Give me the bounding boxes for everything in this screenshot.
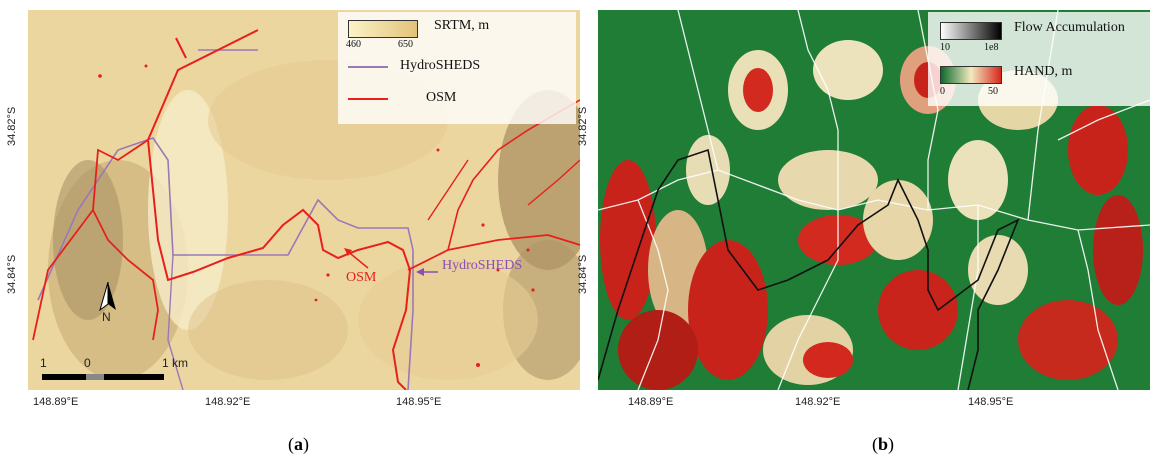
flow-max-label: 1e8	[984, 42, 999, 53]
hand-max-label: 50	[988, 86, 998, 97]
map-panel-a: SRTM, m 460 650 HydroSHEDS OSM OSM Hydro…	[28, 10, 580, 390]
legend-panel-a: SRTM, m 460 650 HydroSHEDS OSM	[338, 12, 576, 124]
osm-legend-label: OSM	[426, 90, 457, 105]
x-tick-b-1: 148.89°E	[628, 396, 674, 408]
hydrosheds-legend-label: HydroSHEDS	[400, 58, 481, 73]
flow-colorbar	[940, 22, 1002, 40]
hand-min-label: 0	[940, 86, 945, 97]
srtm-legend-label: SRTM, m	[434, 18, 490, 33]
north-label: N	[102, 310, 111, 324]
hydrosheds-river	[37, 137, 414, 390]
catchment-boundary	[598, 148, 1020, 390]
y-tick-a-1: 34.82°S	[6, 106, 18, 146]
x-tick-a-2: 148.92°E	[205, 396, 251, 408]
y-tick-a-2: 34.84°S	[6, 254, 18, 294]
hydrosheds-annotation: HydroSHEDS	[442, 258, 523, 273]
x-tick-b-2: 148.92°E	[795, 396, 841, 408]
osm-legend-swatch	[348, 98, 388, 100]
north-arrow-icon	[99, 281, 116, 312]
scale-right-label: 1 km	[162, 356, 189, 370]
osm-river	[146, 29, 412, 390]
caption-b: (b)	[872, 434, 895, 454]
flow-legend-label: Flow Accumulation	[1014, 20, 1125, 35]
caption-a: (a)	[288, 434, 309, 454]
hand-legend-label: HAND, m	[1014, 64, 1073, 79]
x-tick-a-1: 148.89°E	[33, 396, 79, 408]
srtm-colorbar	[348, 20, 418, 38]
hand-map	[598, 10, 1150, 390]
srtm-max-label: 650	[398, 39, 413, 50]
x-tick-a-3: 148.95°E	[396, 396, 442, 408]
hand-colorbar	[940, 66, 1002, 84]
y-tick-b-2: 34.84°S	[577, 254, 589, 294]
x-tick-b-3: 148.95°E	[968, 396, 1014, 408]
srtm-min-label: 460	[346, 39, 361, 50]
scale-bar	[42, 374, 164, 380]
hydrosheds-legend-swatch	[348, 66, 388, 68]
map-panel-b: Flow Accumulation 10 1e8 HAND, m 0 50	[598, 10, 1150, 390]
flow-min-label: 10	[940, 42, 950, 53]
y-tick-b-1: 34.82°S	[577, 106, 589, 146]
legend-panel-b: Flow Accumulation 10 1e8 HAND, m 0 50	[928, 12, 1150, 106]
scale-mid-label: 0	[84, 356, 91, 370]
scale-left-label: 1	[40, 356, 47, 370]
flow-accumulation-streams	[598, 10, 1150, 390]
osm-annotation: OSM	[346, 270, 377, 285]
